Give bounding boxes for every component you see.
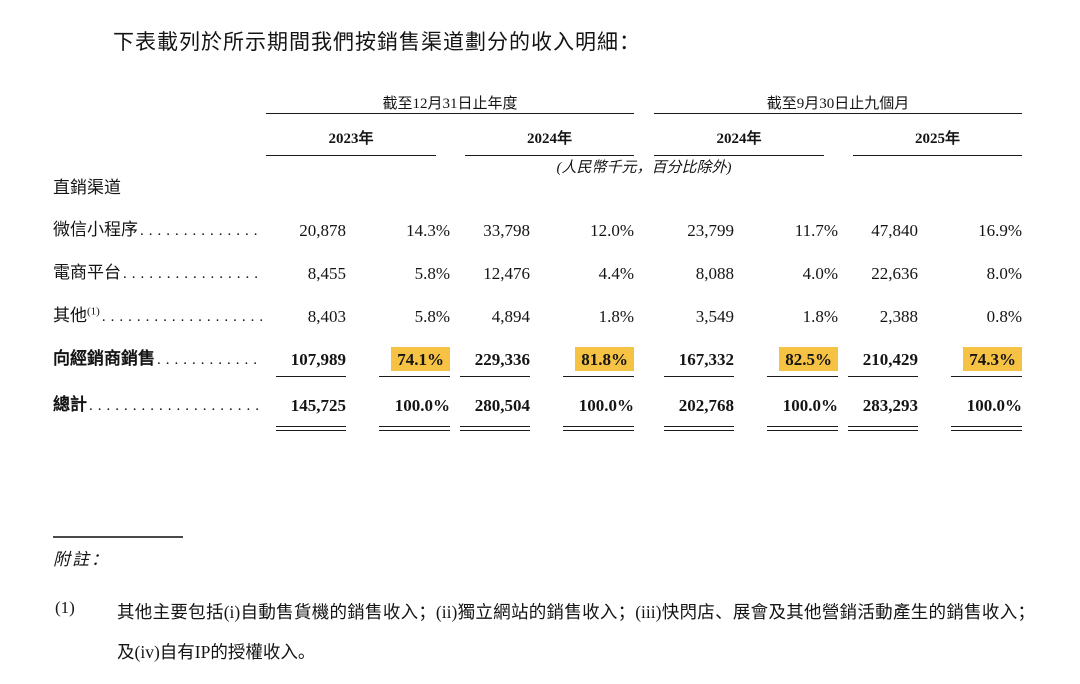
cell-value: 283,293 xyxy=(862,396,919,415)
row-label: 微信小程序 xyxy=(53,220,138,239)
notes-divider xyxy=(53,536,183,538)
dot-leader: ........................................… xyxy=(140,223,262,239)
cell-value: 8,088 xyxy=(695,264,735,283)
dot-leader: ........................................… xyxy=(123,266,262,282)
period-group-year-end: 截至12月31日止年度 xyxy=(266,92,635,114)
highlight-percent: 74.1% xyxy=(391,347,450,371)
table-row-wechat-mini-program: 微信小程序...................................… xyxy=(53,199,1022,242)
cell-percent: 100.0% xyxy=(578,396,635,415)
row-label: 其他(1) xyxy=(53,305,100,325)
cell-value: 210,429 xyxy=(862,350,919,369)
cell-value: 12,476 xyxy=(483,264,530,283)
year-header-9m2024: 2024年 xyxy=(654,114,825,156)
highlight-percent: 81.8% xyxy=(575,347,635,371)
cell-value: 22,636 xyxy=(871,264,919,283)
year-header-2024: 2024年 xyxy=(465,114,635,156)
cell-value: 8,403 xyxy=(307,307,346,326)
cell-value: 145,725 xyxy=(290,396,346,415)
cell-percent: 12.0% xyxy=(590,221,635,240)
unit-note-row: (人民幣千元，百分比除外) xyxy=(53,156,1022,177)
section-row: 直銷渠道 xyxy=(53,177,1022,199)
cell-value: 167,332 xyxy=(678,350,735,369)
section-label-direct-channels: 直銷渠道 xyxy=(53,178,121,197)
year-header-2025: 2025年 xyxy=(853,114,1023,156)
cell-percent: 1.8% xyxy=(598,307,635,326)
table-row-ecommerce-platforms: 電商平台....................................… xyxy=(53,242,1022,285)
cell-percent: 4.0% xyxy=(802,264,839,283)
cell-percent: 4.4% xyxy=(598,264,635,283)
table-row-sales-to-distributors: 向經銷商銷售..................................… xyxy=(53,328,1023,371)
cell-value: 202,768 xyxy=(678,396,735,415)
cell-value: 33,798 xyxy=(483,221,530,240)
table-row-others: 其他(1)...................................… xyxy=(53,285,1022,328)
cell-percent: 100.0% xyxy=(966,396,1023,415)
row-label: 向經銷商銷售 xyxy=(53,349,155,368)
unit-note: (人民幣千元，百分比除外) xyxy=(556,160,732,176)
cell-value: 23,799 xyxy=(687,221,735,240)
cell-percent: 16.9% xyxy=(978,221,1023,240)
subtotal-rule-row xyxy=(53,371,1023,381)
cell-value: 47,840 xyxy=(871,221,919,240)
year-header-row: 2023年 2024年 2024年 2025年 xyxy=(53,114,1023,156)
cell-percent: 5.8% xyxy=(414,307,450,326)
intro-text: 下表載列於所示期間我們按銷售渠道劃分的收入明細： xyxy=(113,30,641,54)
highlight-percent: 82.5% xyxy=(779,347,839,371)
highlight-percent: 74.3% xyxy=(963,347,1023,371)
footnote-number: (1) xyxy=(55,598,75,617)
cell-value: 20,878 xyxy=(299,221,346,240)
table-row-total: 總計......................................… xyxy=(53,381,1022,417)
cell-value: 3,549 xyxy=(695,307,735,326)
cell-percent: 11.7% xyxy=(794,221,839,240)
cell-value: 107,989 xyxy=(290,350,346,369)
year-header-2023: 2023年 xyxy=(266,114,436,156)
row-label: 總計 xyxy=(53,395,87,414)
dot-leader: ........................................… xyxy=(89,398,262,414)
dot-leader: ........................................… xyxy=(101,309,262,325)
cell-percent: 1.8% xyxy=(802,307,839,326)
cell-value: 2,388 xyxy=(879,307,919,326)
cell-percent: 100.0% xyxy=(394,396,450,415)
cell-percent: 8.0% xyxy=(986,264,1023,283)
cell-percent: 100.0% xyxy=(782,396,839,415)
cell-value: 229,336 xyxy=(474,350,530,369)
cell-value: 4,894 xyxy=(491,307,530,326)
dot-leader: ........................................… xyxy=(157,352,262,368)
period-group-nine-months: 截至9月30日止九個月 xyxy=(654,92,1023,114)
period-group-header-row: 截至12月31日止年度 截至9月30日止九個月 xyxy=(53,92,1023,114)
cell-percent: 0.8% xyxy=(986,307,1023,326)
cell-value: 8,455 xyxy=(307,264,346,283)
revenue-by-channel-table: 截至12月31日止年度 截至9月30日止九個月 2023年 2024年 2024… xyxy=(53,92,1023,431)
total-double-rule-row xyxy=(53,417,1023,431)
notes-label: 附註： xyxy=(53,550,110,569)
cell-percent: 14.3% xyxy=(406,221,450,240)
cell-percent: 5.8% xyxy=(414,264,450,283)
footnote-ref: (1) xyxy=(87,305,100,318)
row-label: 電商平台 xyxy=(53,263,121,282)
cell-value: 280,504 xyxy=(474,396,530,415)
footnote-text: 其他主要包括(i)自動售貨機的銷售收入；(ii)獨立網站的銷售收入；(iii)快… xyxy=(117,602,1035,662)
